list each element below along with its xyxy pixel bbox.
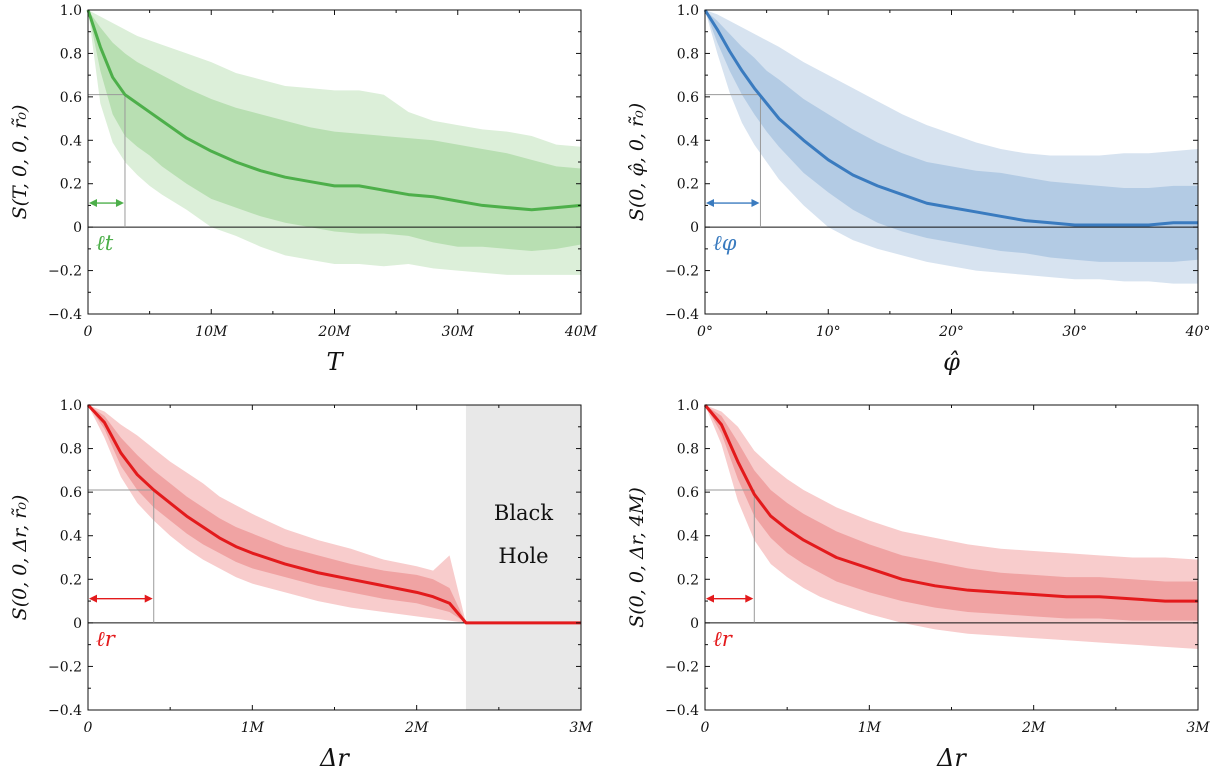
x-tick-label: 1M (858, 720, 882, 736)
black-hole-label-line2: Hole (498, 544, 548, 568)
y-tick-label: 0.4 (677, 529, 699, 545)
mean-line (703, 9, 1198, 227)
x-axis-label: Δr (936, 744, 967, 772)
y-tick-label: 0.6 (60, 90, 82, 106)
length-arrow-head-left (89, 199, 97, 208)
y-tick-label: 0.8 (60, 442, 82, 458)
inner-band (705, 10, 1198, 262)
inner-band (705, 405, 1198, 621)
mean-line (703, 404, 1198, 603)
x-tick-label: 1M (241, 720, 265, 736)
y-tick-label: 0.2 (677, 572, 699, 588)
y-tick-label: 0.8 (677, 46, 699, 62)
y-tick-label: 1.0 (677, 3, 699, 19)
y-axis-label: S(T, 0, 0, r̃₀) (9, 105, 31, 220)
y-tick-label: 0.6 (60, 485, 82, 501)
y-tick-label: −0.2 (48, 264, 82, 280)
y-tick-label: 0.4 (677, 133, 699, 149)
x-tick-label: 2M (404, 720, 429, 736)
inner-band (88, 405, 581, 623)
length-scale-label: ℓt (96, 231, 114, 255)
x-tick-label: 10° (816, 324, 841, 340)
length-arrow-head-right (751, 199, 760, 208)
inner-band (88, 10, 581, 252)
x-axis-label: φ̂ (943, 348, 960, 376)
x-tick-label: 2M (1021, 720, 1046, 736)
x-tick-label: 40° (1185, 324, 1211, 340)
length-scale-label: ℓφ (713, 231, 737, 255)
y-tick-label: −0.2 (665, 659, 699, 675)
mean-line (86, 9, 582, 212)
x-tick-label: 30° (1062, 324, 1087, 340)
x-axis-label: Δr (319, 744, 350, 772)
y-tick-label: 0.2 (60, 572, 82, 588)
x-tick-label: 3M (1186, 720, 1210, 736)
y-tick-label: 0.4 (60, 133, 82, 149)
length-arrow-head-right (745, 594, 754, 603)
length-arrow-head-left (706, 594, 714, 603)
y-tick-label: 1.0 (677, 398, 699, 414)
panel-1: ℓt −0.4 −0.2 0 0.2 0.4 0.6 0.8 1.0 0 10M 20M 30M 40M T… (9, 3, 598, 376)
y-tick-label: −0.4 (665, 307, 699, 323)
x-tick-label: 20° (938, 324, 964, 340)
black-hole-region (465, 405, 581, 710)
x-tick-label: 20M (317, 324, 351, 340)
y-axis-label: S(0, φ̂, 0, r̃₀) (626, 103, 648, 221)
y-tick-label: −0.4 (48, 703, 82, 719)
y-tick-label: 0.6 (677, 485, 699, 501)
y-tick-label: −0.4 (665, 703, 699, 719)
y-tick-label: 0 (73, 616, 82, 632)
y-tick-label: 0.8 (60, 46, 82, 62)
y-axis-label: S(0, 0, Δr, r̃₀) (9, 495, 31, 621)
y-tick-label: 0.4 (60, 529, 82, 545)
x-tick-label: 30M (442, 324, 475, 340)
panel-4: ℓr −0.4 −0.2 0 0.2 0.4 0.6 0.8 1.0 0 1M 2M 3M Δr S(0, … (626, 398, 1210, 772)
x-tick-label: 0 (84, 324, 93, 340)
x-tick-label: 0 (701, 720, 710, 736)
length-scale-label: ℓr (96, 627, 117, 651)
y-tick-label: 0.2 (60, 177, 82, 193)
y-tick-label: 0.8 (677, 442, 699, 458)
y-tick-label: 0.2 (677, 177, 699, 193)
x-tick-label: 40M (564, 324, 598, 340)
y-tick-label: 0 (690, 616, 699, 632)
length-arrow-head-left (89, 594, 97, 603)
panel-2: ℓφ −0.4 −0.2 0 0.2 0.4 0.6 0.8 1.0 0° 10° 20° 30° 40°… (626, 3, 1210, 376)
length-arrow-head-left (706, 199, 714, 208)
mean-line (86, 403, 581, 625)
panel-3: Black Hole ℓr −0.4 −0.2 0 0.2 0.4 0.6 0.8 1.0 0 1M 2M… (9, 398, 593, 772)
y-tick-label: 1.0 (60, 3, 82, 19)
x-tick-label: 0° (697, 324, 713, 340)
black-hole-label-line1: Black (494, 501, 553, 525)
y-tick-label: 0.6 (677, 90, 699, 106)
length-arrow-head-right (115, 199, 124, 208)
x-tick-label: 0 (84, 720, 93, 736)
x-tick-label: 10M (195, 324, 228, 340)
y-axis-label: S(0, 0, Δr, 4M) (626, 487, 648, 628)
y-tick-label: 1.0 (60, 398, 82, 414)
y-tick-label: −0.2 (665, 264, 699, 280)
x-axis-label: T (326, 348, 344, 376)
y-tick-label: −0.2 (48, 659, 82, 675)
y-tick-label: 0 (73, 220, 82, 236)
y-tick-label: −0.4 (48, 307, 82, 323)
y-tick-label: 0 (690, 220, 699, 236)
length-arrow-head-right (144, 594, 153, 603)
length-scale-label: ℓr (713, 627, 734, 651)
x-tick-label: 3M (569, 720, 593, 736)
